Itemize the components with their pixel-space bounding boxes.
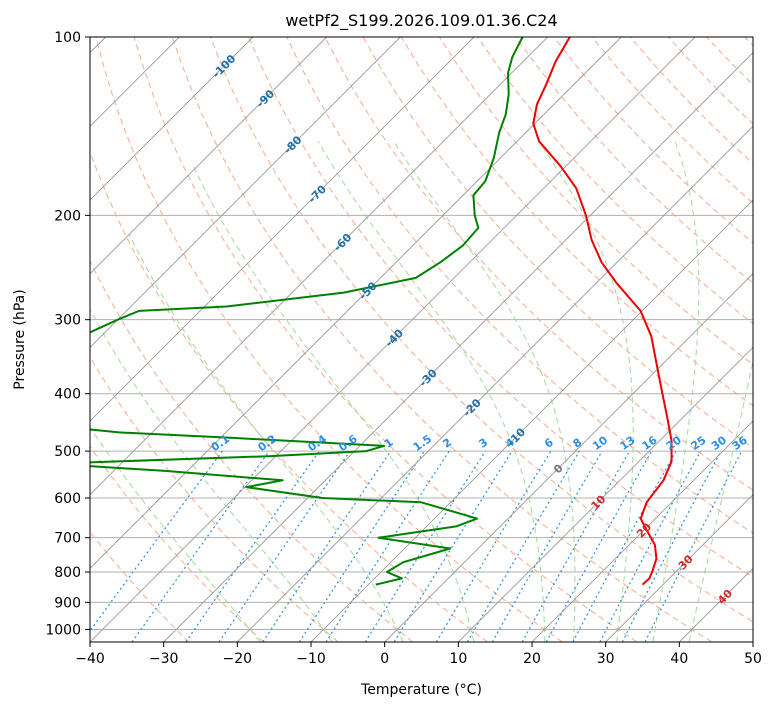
x-axis-label: Temperature (°C)	[360, 682, 482, 698]
x-tick-label: 20	[523, 651, 541, 667]
y-tick-label: 700	[54, 531, 81, 547]
y-tick-label: 300	[54, 313, 81, 329]
y-tick-label: 600	[54, 491, 81, 507]
x-tick-label: 0	[380, 651, 389, 667]
y-axis-label: Pressure (hPa)	[12, 289, 28, 389]
x-tick-label: 40	[670, 651, 688, 667]
x-tick-label: −20	[223, 651, 253, 667]
x-tick-label: −40	[75, 651, 105, 667]
y-tick-label: 500	[54, 444, 81, 460]
y-tick-label: 800	[54, 565, 81, 581]
x-tick-label: 30	[597, 651, 615, 667]
chart-title: wetPf2_S199.2026.109.01.36.C24	[285, 11, 557, 31]
y-tick-label: 100	[54, 30, 81, 46]
x-tick-label: 50	[744, 651, 762, 667]
x-tick-label: 10	[449, 651, 467, 667]
x-tick-label: −10	[296, 651, 326, 667]
x-tick-label: −30	[149, 651, 179, 667]
y-tick-label: 400	[54, 387, 81, 403]
y-tick-label: 200	[54, 208, 81, 224]
y-tick-label: 900	[54, 595, 81, 611]
y-tick-label: 1000	[45, 622, 81, 638]
